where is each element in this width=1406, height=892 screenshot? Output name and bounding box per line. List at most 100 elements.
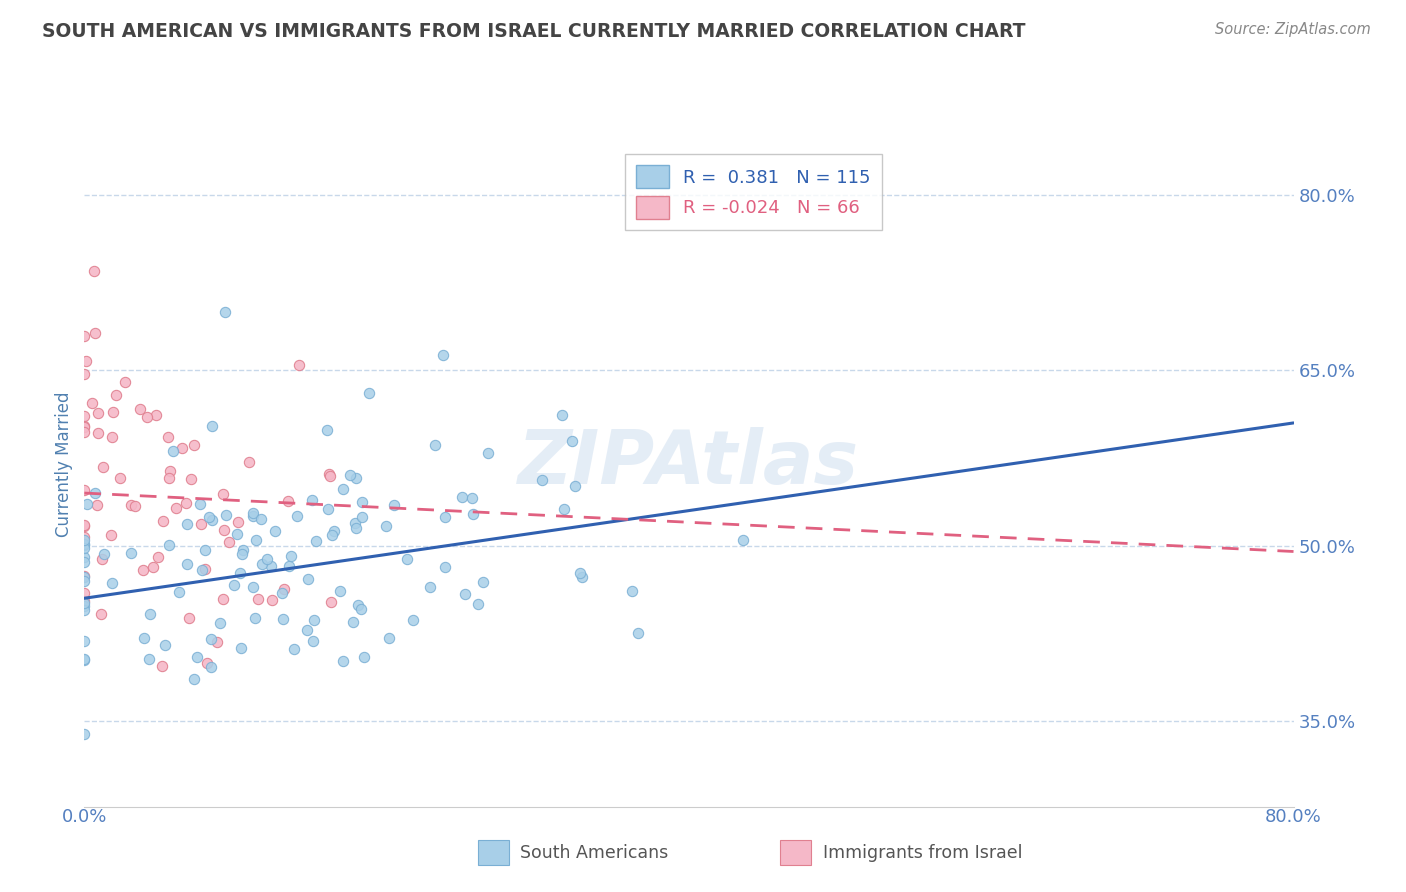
Point bbox=[179, 610, 201, 624]
Point bbox=[329, 583, 352, 598]
Point bbox=[316, 501, 339, 516]
Point bbox=[471, 574, 494, 589]
Text: South Americans: South Americans bbox=[520, 844, 668, 862]
Point bbox=[395, 552, 418, 566]
Point bbox=[530, 473, 553, 487]
Point bbox=[343, 516, 366, 530]
Point bbox=[273, 582, 295, 596]
Point bbox=[73, 425, 96, 440]
Point bbox=[101, 576, 124, 591]
Point bbox=[347, 598, 370, 612]
Point bbox=[73, 549, 96, 564]
Point bbox=[301, 633, 323, 648]
Point bbox=[252, 557, 274, 571]
Point bbox=[159, 464, 181, 478]
Point bbox=[451, 490, 474, 504]
Point bbox=[231, 547, 253, 561]
Point bbox=[145, 408, 167, 422]
Point bbox=[138, 651, 160, 665]
Point bbox=[218, 534, 240, 549]
Point bbox=[205, 634, 228, 648]
Point bbox=[212, 487, 235, 501]
Point bbox=[246, 591, 269, 606]
Point bbox=[301, 492, 323, 507]
Point bbox=[73, 533, 96, 547]
Point bbox=[243, 611, 266, 625]
Point bbox=[402, 613, 425, 627]
Point bbox=[295, 624, 318, 638]
Point bbox=[167, 585, 190, 599]
Point bbox=[73, 726, 96, 740]
Point bbox=[434, 510, 457, 524]
Point bbox=[76, 353, 98, 368]
Point bbox=[91, 552, 114, 566]
Point bbox=[215, 508, 238, 523]
Point bbox=[73, 596, 96, 610]
Point bbox=[305, 534, 328, 549]
Point bbox=[83, 326, 105, 340]
Point bbox=[132, 631, 155, 645]
Point bbox=[260, 558, 283, 573]
Point bbox=[277, 493, 299, 508]
Point bbox=[73, 594, 96, 608]
Point bbox=[571, 570, 593, 584]
Point bbox=[73, 555, 96, 569]
Point bbox=[197, 656, 219, 670]
Point bbox=[318, 469, 340, 483]
Point bbox=[142, 560, 165, 574]
Point bbox=[200, 632, 222, 646]
Point bbox=[73, 530, 96, 544]
Point bbox=[285, 508, 308, 523]
Point bbox=[155, 638, 177, 652]
Point bbox=[280, 549, 302, 563]
Point bbox=[460, 491, 482, 506]
Point bbox=[332, 482, 354, 496]
Point bbox=[190, 517, 212, 532]
Point bbox=[226, 515, 249, 529]
Point bbox=[128, 402, 150, 417]
Point bbox=[176, 516, 198, 531]
Point bbox=[132, 563, 155, 577]
Point bbox=[73, 653, 96, 667]
Point bbox=[212, 591, 235, 606]
Point bbox=[419, 580, 441, 594]
Point bbox=[302, 613, 325, 627]
Point bbox=[208, 616, 231, 631]
Point bbox=[344, 521, 367, 535]
Point bbox=[76, 497, 98, 511]
Point bbox=[104, 388, 127, 402]
Point bbox=[148, 550, 170, 565]
Point bbox=[382, 499, 405, 513]
Point bbox=[454, 586, 477, 600]
Point bbox=[83, 263, 105, 277]
Point bbox=[423, 437, 446, 451]
Point bbox=[93, 460, 115, 475]
Point bbox=[201, 513, 224, 527]
Point bbox=[90, 607, 112, 622]
Point bbox=[222, 578, 245, 592]
Point bbox=[620, 584, 643, 599]
Point bbox=[332, 654, 354, 668]
Point bbox=[553, 501, 575, 516]
Point bbox=[136, 409, 159, 424]
Point bbox=[156, 430, 179, 444]
Point bbox=[201, 418, 224, 433]
Point bbox=[564, 478, 586, 492]
Point bbox=[87, 406, 110, 420]
Point bbox=[165, 500, 187, 515]
Point bbox=[180, 472, 202, 486]
Point bbox=[174, 496, 197, 510]
Point bbox=[73, 569, 96, 583]
Point bbox=[80, 396, 103, 410]
Point bbox=[264, 524, 287, 538]
Point bbox=[238, 455, 260, 469]
Point bbox=[124, 500, 146, 514]
Point bbox=[467, 597, 489, 611]
Point bbox=[378, 631, 401, 645]
Point bbox=[283, 641, 305, 656]
Point bbox=[339, 468, 361, 483]
Point bbox=[114, 375, 136, 389]
Legend: R =  0.381   N = 115, R = -0.024   N = 66: R = 0.381 N = 115, R = -0.024 N = 66 bbox=[626, 154, 882, 229]
Point bbox=[568, 566, 591, 581]
Point bbox=[73, 518, 96, 533]
